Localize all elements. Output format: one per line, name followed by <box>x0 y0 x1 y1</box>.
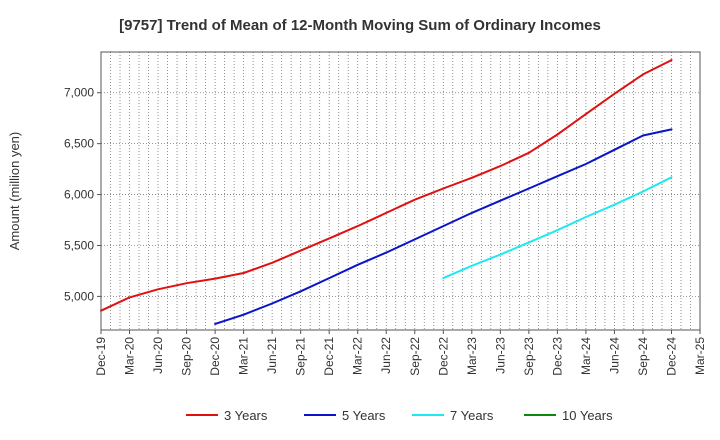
x-tick-label: Jun-23 <box>493 337 507 374</box>
x-tick-label: Mar-23 <box>465 337 479 375</box>
x-tick-label: Sep-23 <box>522 337 536 376</box>
y-axis-label: Amount (million yen) <box>7 132 22 251</box>
x-tick-label: Sep-22 <box>408 337 422 376</box>
x-tick-label: Mar-20 <box>123 337 137 375</box>
x-tick-label: Dec-20 <box>208 337 222 376</box>
legend-label: 5 Years <box>342 408 386 423</box>
series-line-3-years <box>100 59 673 312</box>
x-tick-label: Dec-21 <box>322 337 336 376</box>
y-tick-label: 6,500 <box>64 137 94 151</box>
x-tick-label: Dec-23 <box>550 337 564 376</box>
x-tick-label: Jun-21 <box>265 337 279 374</box>
x-tick-label: Jun-24 <box>607 337 621 374</box>
x-tick-label: Sep-24 <box>636 337 650 376</box>
x-tick-label: Dec-19 <box>94 337 108 376</box>
legend: 3 Years 5 Years 7 Years 10 Years <box>186 408 613 423</box>
x-tick-label: Sep-21 <box>294 337 308 376</box>
y-tick-label: 5,000 <box>64 289 94 303</box>
x-tick-label: Mar-25 <box>693 337 707 375</box>
y-axis-ticks: 5,000 5,500 6,000 6,500 7,000 <box>64 86 101 303</box>
legend-label: 7 Years <box>450 408 494 423</box>
x-tick-label: Dec-24 <box>664 337 678 376</box>
series-line-7-years <box>442 176 673 280</box>
y-tick-label: 7,000 <box>64 86 94 100</box>
x-tick-label: Mar-22 <box>351 337 365 375</box>
series-line-5-years <box>214 128 673 325</box>
x-tick-label: Jun-20 <box>151 337 165 374</box>
plot-frame <box>100 51 701 331</box>
x-tick-label: Sep-20 <box>180 337 194 376</box>
y-tick-label: 6,000 <box>64 188 94 202</box>
y-tick-label: 5,500 <box>64 238 94 252</box>
x-tick-label: Mar-21 <box>237 337 251 375</box>
x-axis-ticks: Dec-19 Mar-20 Jun-20 Sep-20 Dec-20 Mar-21 Jun-… <box>94 330 707 376</box>
x-tick-label: Dec-22 <box>436 337 450 376</box>
legend-label: 10 Years <box>562 408 613 423</box>
x-tick-label: Jun-22 <box>379 337 393 374</box>
series-layer <box>100 59 673 325</box>
chart-title: [9757] Trend of Mean of 12-Month Moving … <box>119 17 601 34</box>
x-tick-label: Mar-24 <box>579 337 593 375</box>
grid <box>101 52 700 330</box>
legend-label: 3 Years <box>224 408 268 423</box>
